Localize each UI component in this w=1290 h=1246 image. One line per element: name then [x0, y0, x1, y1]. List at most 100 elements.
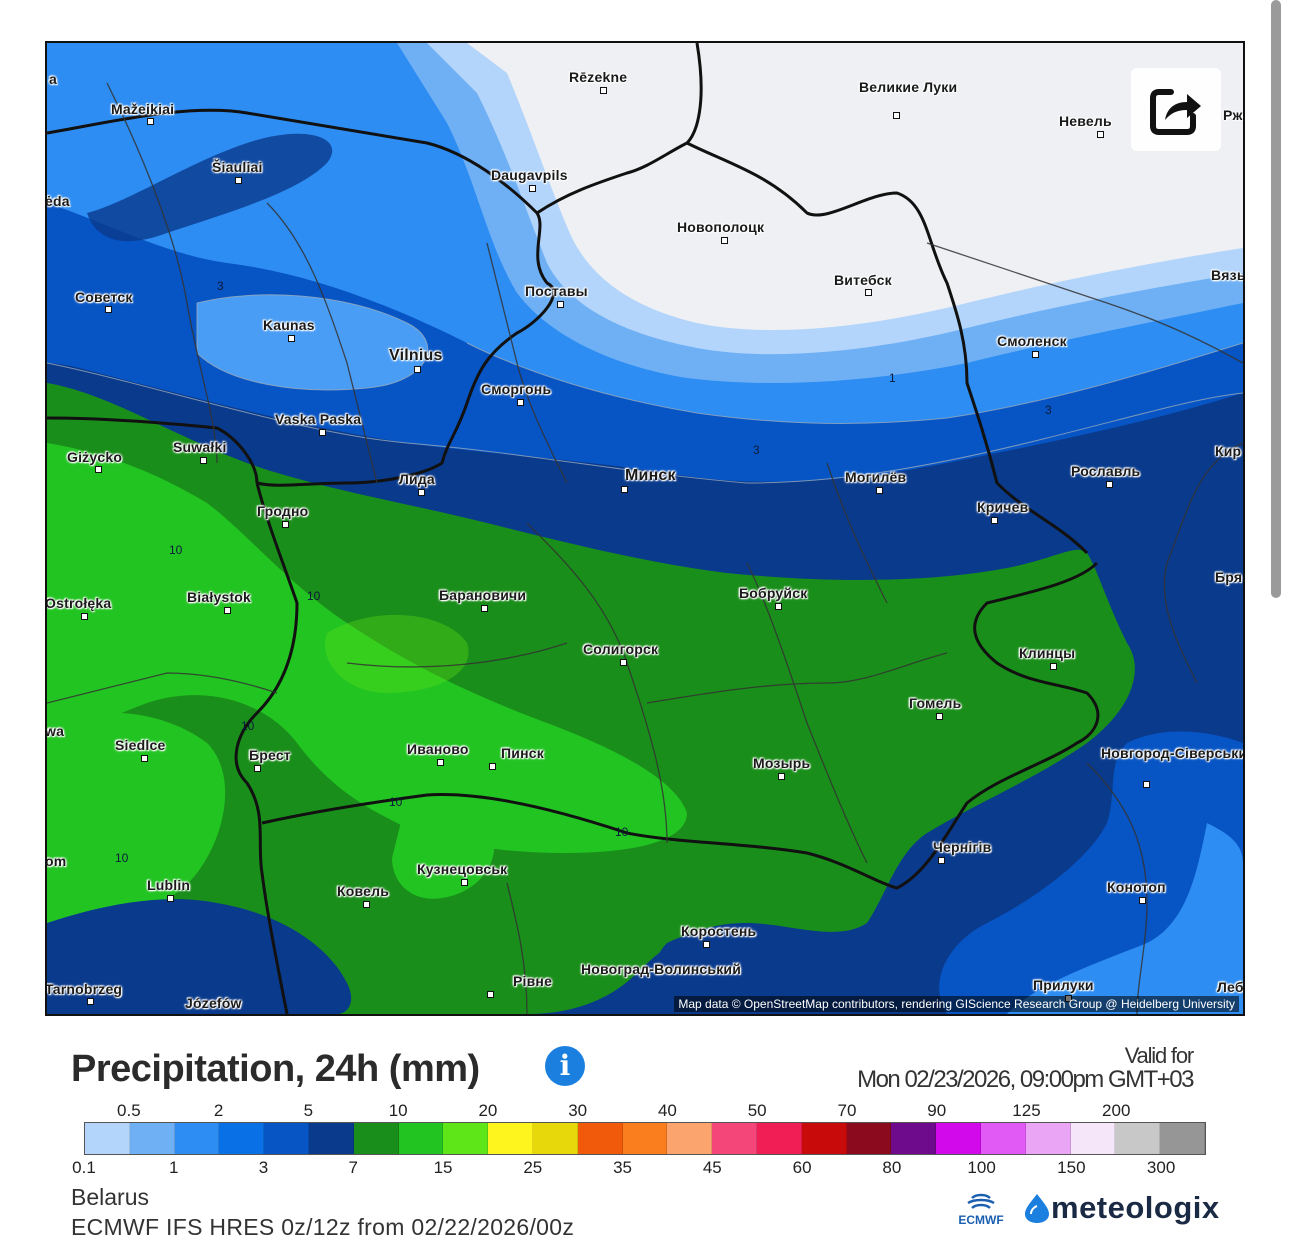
city-label: Витебск — [834, 272, 892, 288]
contour-label: 10 — [115, 851, 129, 865]
city-label: Białystok — [187, 589, 252, 605]
city-marker — [235, 177, 242, 184]
city-marker — [437, 759, 444, 766]
scrollbar[interactable] — [1271, 0, 1281, 598]
city-label: Vilnius — [389, 347, 443, 364]
edge-city-label: Леб — [1217, 979, 1244, 995]
scale-tick-label: 50 — [747, 1101, 767, 1120]
city-label: Советск — [75, 289, 133, 305]
scale-swatch — [488, 1123, 533, 1154]
city-label: Солигорск — [583, 641, 659, 657]
share-button[interactable] — [1131, 68, 1221, 151]
city-label: Šiauliai — [212, 159, 263, 175]
scale-swatch — [174, 1123, 220, 1154]
scale-swatch — [756, 1123, 802, 1154]
scale-swatch — [443, 1123, 489, 1154]
scale-swatch — [1025, 1123, 1071, 1154]
city-marker — [936, 713, 943, 720]
contour-label: 10 — [389, 795, 403, 809]
city-marker — [288, 335, 295, 342]
info-icon[interactable]: i — [545, 1046, 585, 1086]
edge-city-label: ėda — [45, 193, 70, 209]
scale-swatch — [85, 1123, 130, 1154]
scale-swatch — [129, 1123, 175, 1154]
city-label: Lublin — [147, 877, 191, 893]
city-label: Новополоцк — [677, 219, 765, 235]
city-label: Ostrołęka — [45, 595, 112, 611]
city-label: Великие Луки — [859, 79, 958, 95]
city-label: Siedlce — [115, 737, 166, 753]
contour-label: 10 — [241, 719, 255, 733]
city-label: Могилёв — [845, 469, 907, 485]
scale-tick-label: 20 — [478, 1101, 498, 1120]
scale-swatch — [577, 1123, 623, 1154]
legend-title: Precipitation, 24h (mm) — [71, 1048, 480, 1090]
scale-swatch — [398, 1123, 444, 1154]
scale-tick-label: 40 — [657, 1101, 677, 1120]
city-label: Бобруйск — [739, 585, 808, 601]
city-marker — [319, 429, 326, 436]
city-marker — [282, 521, 289, 528]
city-label: Кузнецовськ — [417, 861, 508, 877]
scale-tick-label: 150 — [1057, 1158, 1086, 1177]
scale-tick-label: 3 — [258, 1158, 269, 1177]
city-label: Коростень — [681, 923, 757, 939]
city-label: Daugavpils — [491, 167, 568, 183]
scale-swatch — [712, 1123, 757, 1154]
city-label: Józefów — [185, 995, 242, 1011]
contour-label: 3 — [1045, 403, 1052, 417]
city-marker — [991, 517, 998, 524]
city-label: Чернігів — [933, 839, 992, 855]
edge-city-label: Вязь — [1211, 267, 1245, 283]
city-label: Барановичи — [439, 587, 527, 603]
scale-tick-label: 7 — [348, 1158, 358, 1177]
city-marker — [81, 613, 88, 620]
scale-swatch — [667, 1123, 713, 1154]
scale-tick-label: 60 — [792, 1158, 812, 1177]
city-label: Минск — [625, 467, 676, 484]
city-label: Иваново — [407, 741, 469, 757]
city-label: Рославль — [1071, 463, 1141, 479]
city-marker — [1139, 897, 1146, 904]
edge-city-label: Бря — [1215, 569, 1243, 585]
scale-tick-label: 200 — [1102, 1101, 1131, 1120]
contour-label: 3 — [753, 443, 760, 457]
city-marker — [621, 486, 628, 493]
scale-tick-label: 30 — [568, 1101, 588, 1120]
city-label: Kaunas — [263, 317, 315, 333]
city-label: Невель — [1059, 113, 1112, 129]
city-marker — [105, 306, 112, 313]
scale-swatch — [622, 1123, 668, 1154]
city-marker — [1032, 351, 1039, 358]
ecmwf-logo: ECMWF — [950, 1192, 1012, 1228]
edge-city-label: om — [45, 853, 67, 869]
city-marker — [1143, 781, 1150, 788]
city-marker — [489, 763, 496, 770]
city-label: Рівне — [513, 973, 553, 989]
scale-tick-label: 70 — [837, 1101, 857, 1120]
scale-swatch — [308, 1123, 354, 1154]
city-marker — [147, 118, 154, 125]
city-marker — [414, 366, 421, 373]
valid-for-label: Valid for — [1124, 1043, 1194, 1068]
city-marker — [461, 879, 468, 886]
scale-swatch — [1115, 1123, 1161, 1154]
scale-tick-label: 45 — [702, 1158, 722, 1177]
scale-tick-label: 25 — [523, 1158, 543, 1177]
city-label: Брест — [249, 747, 291, 763]
contour-label: 10 — [307, 589, 321, 603]
city-marker — [95, 466, 102, 473]
meteologix-drop-icon — [1025, 1194, 1049, 1223]
scale-tick-label: 80 — [882, 1158, 902, 1177]
city-marker — [529, 185, 536, 192]
city-marker — [363, 901, 370, 908]
city-marker — [1106, 481, 1113, 488]
scale-swatch — [532, 1123, 578, 1154]
scale-tick-label: 90 — [927, 1101, 947, 1120]
scale-swatch — [980, 1123, 1026, 1154]
share-icon — [1150, 88, 1201, 135]
scale-tick-label: 10 — [388, 1101, 408, 1120]
precipitation-map[interactable]: Rēzekne Великие Луки Невель Mažeikiai Ši… — [45, 41, 1245, 1016]
contour-label: 10 — [615, 825, 629, 839]
scale-swatch — [936, 1123, 981, 1154]
